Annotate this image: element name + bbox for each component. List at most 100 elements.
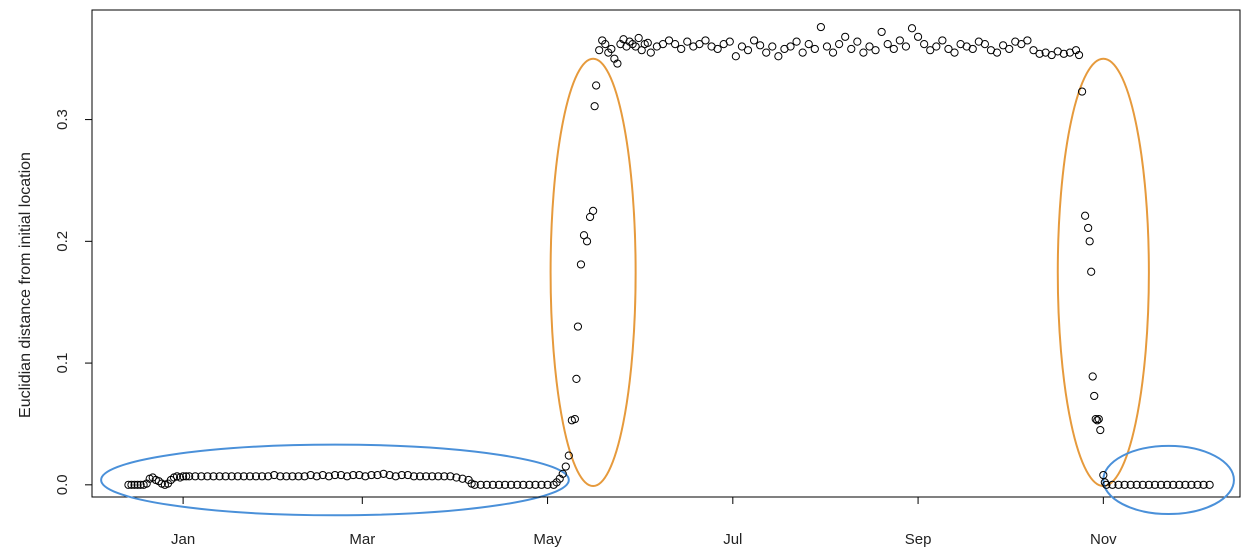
highlight-ellipse-3 <box>1056 57 1150 488</box>
data-point <box>421 472 431 481</box>
data-point <box>932 42 941 51</box>
x-tick-label: Jul <box>723 531 742 548</box>
data-point <box>646 48 655 57</box>
data-point <box>576 260 586 269</box>
data-point <box>312 472 321 481</box>
data-points <box>124 22 1214 489</box>
data-point <box>1035 49 1044 58</box>
data-point <box>379 469 388 478</box>
data-point <box>570 414 579 424</box>
data-point <box>1150 480 1160 489</box>
data-point <box>926 46 935 55</box>
data-point <box>251 472 261 481</box>
y-tick-label: 0.2 <box>54 231 71 252</box>
data-point <box>595 46 604 55</box>
data-point <box>434 472 443 481</box>
data-point <box>428 472 437 481</box>
data-point <box>124 480 133 489</box>
data-point <box>792 37 801 46</box>
data-point <box>470 480 479 489</box>
data-point <box>968 44 977 54</box>
data-point <box>1090 391 1099 401</box>
highlight-ellipse-4 <box>1102 444 1235 516</box>
data-point <box>1096 425 1105 435</box>
data-point <box>950 48 959 57</box>
data-point <box>355 470 364 480</box>
data-point <box>1193 480 1202 489</box>
data-point <box>233 472 242 481</box>
data-point <box>513 480 522 489</box>
data-point <box>324 472 333 481</box>
data-point <box>1074 50 1084 60</box>
data-point <box>731 52 740 61</box>
data-point <box>816 22 825 32</box>
data-point <box>877 27 886 37</box>
data-point <box>737 42 747 51</box>
data-point <box>1132 480 1141 489</box>
y-tick-label: 0.3 <box>54 109 71 130</box>
data-point <box>658 39 668 49</box>
data-point <box>1059 49 1068 58</box>
data-point <box>701 36 710 45</box>
data-point <box>592 81 601 90</box>
data-point <box>1005 44 1014 54</box>
data-point <box>810 44 819 54</box>
data-point <box>1084 223 1093 233</box>
data-point <box>671 39 680 49</box>
data-point <box>373 470 382 480</box>
data-point <box>1205 480 1214 489</box>
data-point <box>276 472 285 481</box>
data-point <box>786 42 795 51</box>
data-point <box>564 451 573 460</box>
data-point <box>197 472 206 481</box>
data-point <box>288 472 297 481</box>
data-point <box>804 39 813 49</box>
data-point <box>589 206 598 215</box>
data-point <box>798 48 807 57</box>
data-point <box>768 42 777 51</box>
y-tick-label: 0.1 <box>54 353 71 374</box>
data-point <box>330 470 340 480</box>
data-point <box>1108 480 1117 489</box>
data-point <box>944 44 953 54</box>
data-point <box>907 24 917 33</box>
data-point <box>543 480 552 489</box>
data-point <box>179 472 188 481</box>
data-point <box>264 472 273 481</box>
data-point <box>853 37 862 46</box>
data-point <box>191 472 200 481</box>
data-point <box>385 470 394 480</box>
data-point <box>1114 480 1123 489</box>
data-point <box>221 472 230 481</box>
plot-frame <box>91 9 1241 498</box>
data-point <box>476 480 485 489</box>
data-point <box>572 374 581 383</box>
data-point <box>601 39 610 49</box>
data-point <box>749 36 759 45</box>
data-point <box>1087 267 1096 276</box>
data-point <box>1029 46 1038 55</box>
data-point <box>683 37 692 46</box>
x-tick-label: Nov <box>1090 531 1117 548</box>
x-tick-label: May <box>533 531 562 548</box>
data-point <box>1199 480 1208 489</box>
data-point <box>561 462 570 471</box>
data-point <box>452 473 461 482</box>
data-point <box>403 470 412 480</box>
data-point <box>774 52 783 61</box>
data-point <box>1091 414 1100 424</box>
data-point <box>257 472 267 481</box>
data-point <box>847 44 856 54</box>
x-tick-label: Sep <box>905 531 932 548</box>
data-point <box>607 44 616 54</box>
data-point <box>1093 416 1102 425</box>
data-point <box>507 480 516 489</box>
data-point <box>889 44 898 54</box>
data-point <box>1088 372 1097 381</box>
data-point <box>980 39 989 49</box>
data-point <box>1126 480 1135 489</box>
data-point <box>613 59 622 68</box>
data-point <box>133 480 142 489</box>
data-point <box>713 44 722 54</box>
